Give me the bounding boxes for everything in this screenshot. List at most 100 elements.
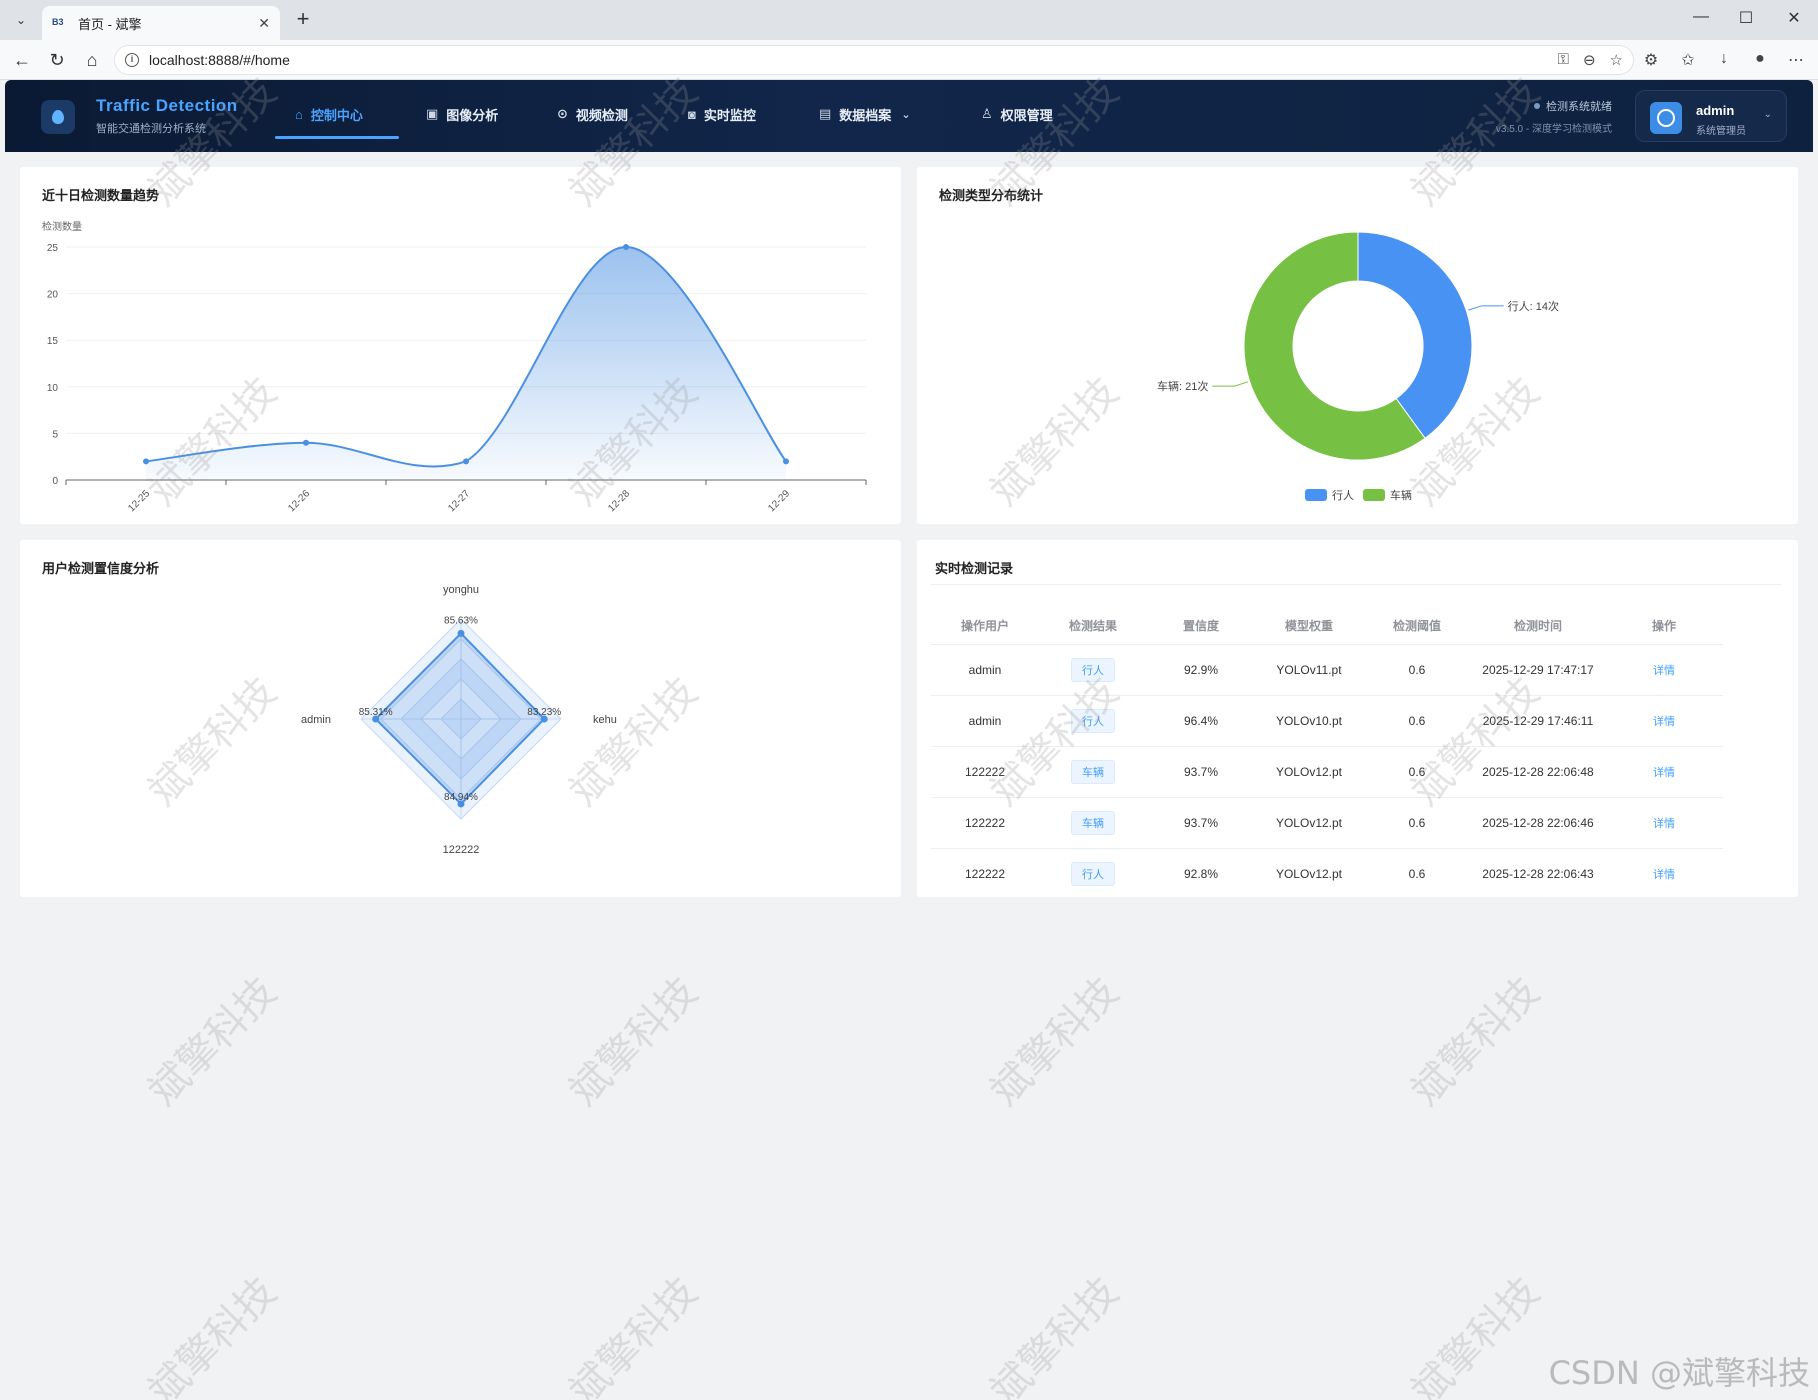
site-info-icon[interactable]: i <box>125 53 139 67</box>
favorites-icon[interactable]: ✩ <box>1681 52 1695 69</box>
brand-title: Traffic Detection <box>96 96 238 115</box>
nav-item-control-center[interactable]: ⌂ 控制中心 <box>295 80 363 148</box>
col-header: 置信度 <box>1147 608 1255 645</box>
trend-point <box>623 244 629 250</box>
detail-link[interactable]: 详情 <box>1653 664 1675 677</box>
legend-swatch <box>1305 489 1327 501</box>
pie-label: 行人: 14次 <box>1508 299 1559 313</box>
nav-item-live-monitor[interactable]: ◙ 实时监控 <box>688 80 756 148</box>
reload-icon[interactable]: ↻ <box>49 50 65 70</box>
result-tag: 行人 <box>1071 657 1115 682</box>
favorite-star-icon[interactable]: ☆ <box>1609 52 1623 69</box>
tab-list-chevron-icon[interactable]: ⌄ <box>15 13 27 27</box>
profile-avatar-icon[interactable]: ● <box>1755 50 1765 67</box>
radar-value-label: 85.63% <box>444 615 478 626</box>
cell-confidence: 92.9% <box>1147 644 1255 696</box>
cell-user: admin <box>931 644 1039 696</box>
camera-icon: ◙ <box>688 106 696 122</box>
nav-label: 控制中心 <box>310 107 363 123</box>
x-tick-label: 12-27 <box>446 488 472 514</box>
cell-user: 122222 <box>964 866 1006 881</box>
cell-user: 122222 <box>931 746 1039 798</box>
radar-axis-label: kehu <box>593 714 617 726</box>
cell-confidence: 92.8% <box>1183 866 1219 881</box>
cell-model: YOLOv10.pt <box>1255 695 1363 747</box>
app-header: Traffic Detection 智能交通检测分析系统 ⌂ 控制中心 ▣ 图像… <box>5 80 1813 152</box>
legend-swatch <box>1363 489 1385 501</box>
cell-user: admin <box>931 695 1039 747</box>
user-menu[interactable]: admin 系统管理员 ⌄ <box>1635 90 1787 142</box>
home-icon: ⌂ <box>295 106 303 122</box>
x-tick-label: 12-26 <box>286 488 312 514</box>
image-icon: ▣ <box>426 106 439 121</box>
col-header: 模型权重 <box>1255 608 1363 645</box>
records-title: 实时检测记录 <box>935 561 1014 576</box>
radar-axis-label: admin <box>301 714 331 726</box>
browser-tab-bar: ⌄ B3 首页 - 斌擎 ✕ + — ☐ ✕ <box>0 0 1818 40</box>
active-nav-indicator <box>275 136 399 139</box>
tab-close-icon[interactable]: ✕ <box>258 14 270 31</box>
cell-model: YOLOv12.pt <box>1255 797 1363 849</box>
detail-link[interactable]: 详情 <box>1653 817 1675 830</box>
minimize-icon[interactable]: — <box>1693 8 1709 25</box>
legend-label: 行人 <box>1332 489 1354 502</box>
nav-item-data-archive[interactable]: ▤ 数据档案 ⌄ <box>819 80 911 148</box>
nav-item-video-detection[interactable]: ⊙ 视频检测 <box>557 80 628 148</box>
y-tick-label: 20 <box>47 290 59 301</box>
cell-threshold: 0.6 <box>1363 797 1471 849</box>
user-avatar-icon <box>1650 102 1682 134</box>
watermark-text: 斌擎科技 <box>139 968 286 1115</box>
trend-point <box>143 458 149 465</box>
download-icon[interactable]: ↓ <box>1720 50 1728 67</box>
home-icon[interactable]: ⌂ <box>86 50 98 70</box>
radar-chart-title: 用户检测置信度分析 <box>42 561 160 576</box>
col-header: 检测阈值 <box>1363 608 1471 645</box>
y-tick-label: 25 <box>47 243 59 254</box>
nav-label: 图像分析 <box>446 107 499 123</box>
browser-tab[interactable]: B3 首页 - 斌擎 ✕ <box>42 6 280 40</box>
cell-model: YOLOv12.pt <box>1255 746 1363 798</box>
records-divider <box>931 584 1781 585</box>
trend-point <box>783 458 789 465</box>
pie-label: 车辆: 21次 <box>1157 379 1208 393</box>
nav-item-image-analysis[interactable]: ▣ 图像分析 <box>426 80 498 148</box>
watermark-text: 斌擎科技 <box>981 1268 1128 1400</box>
result-tag: 行人 <box>1071 861 1115 886</box>
watermark-text: 斌擎科技 <box>981 968 1128 1115</box>
table-row: admin 行人 96.4% YOLOv10.pt 0.6 2025-12-29… <box>931 695 1723 747</box>
detail-link[interactable]: 详情 <box>1653 766 1675 779</box>
new-tab-plus-icon[interactable]: + <box>296 6 310 31</box>
more-menu-icon[interactable]: ⋯ <box>1788 52 1804 69</box>
radar-chart: 85.63% 83.23% 84.94% 85.31% yonghu kehu 122222… <box>301 584 617 856</box>
status-dot-icon <box>1534 103 1540 109</box>
nav-label: 视频检测 <box>575 107 628 123</box>
tab-favicon: B3 <box>52 17 64 27</box>
records-card: 实时检测记录 操作用户 检测结果 置信度 模型权重 检测阈值 检测时间 操作 a… <box>917 540 1798 897</box>
result-tag: 车辆 <box>1071 759 1115 784</box>
cell-time: 2025-12-29 17:46:11 <box>1471 695 1605 747</box>
col-header: 检测结果 <box>1039 608 1147 645</box>
extensions-icon[interactable]: ⚙ <box>1643 52 1659 69</box>
radar-point <box>457 800 465 808</box>
watermark-text: 斌擎科技 <box>139 1268 286 1400</box>
back-arrow-icon[interactable]: ← <box>13 50 31 70</box>
url-field[interactable]: i localhost:8888/#/home ⚿ ⊖ ☆ <box>114 45 1634 75</box>
radar-value-label: 83.23% <box>527 707 561 718</box>
x-tick-label: 12-29 <box>766 488 792 514</box>
result-tag: 行人 <box>1071 708 1115 733</box>
key-icon[interactable]: ⚿ <box>1557 51 1569 68</box>
detail-link[interactable]: 详情 <box>1653 715 1675 728</box>
version-text: v3.5.0 - 深度学习检测模式 <box>1495 124 1612 135</box>
nav-item-permissions[interactable]: ♙ 权限管理 <box>981 80 1053 148</box>
detail-link[interactable]: 详情 <box>1653 868 1675 881</box>
cell-user: 122222 <box>931 797 1039 849</box>
nav-label: 实时监控 <box>703 107 756 123</box>
window-close-icon[interactable]: ✕ <box>1787 10 1801 27</box>
status-text: 检测系统就绪 <box>1546 101 1612 113</box>
user-name: admin <box>1696 103 1735 118</box>
zoom-icon[interactable]: ⊖ <box>1582 52 1596 69</box>
y-axis-label: 检测数量 <box>42 220 82 233</box>
play-icon: ⊙ <box>557 106 568 121</box>
maximize-icon[interactable]: ☐ <box>1738 10 1754 27</box>
